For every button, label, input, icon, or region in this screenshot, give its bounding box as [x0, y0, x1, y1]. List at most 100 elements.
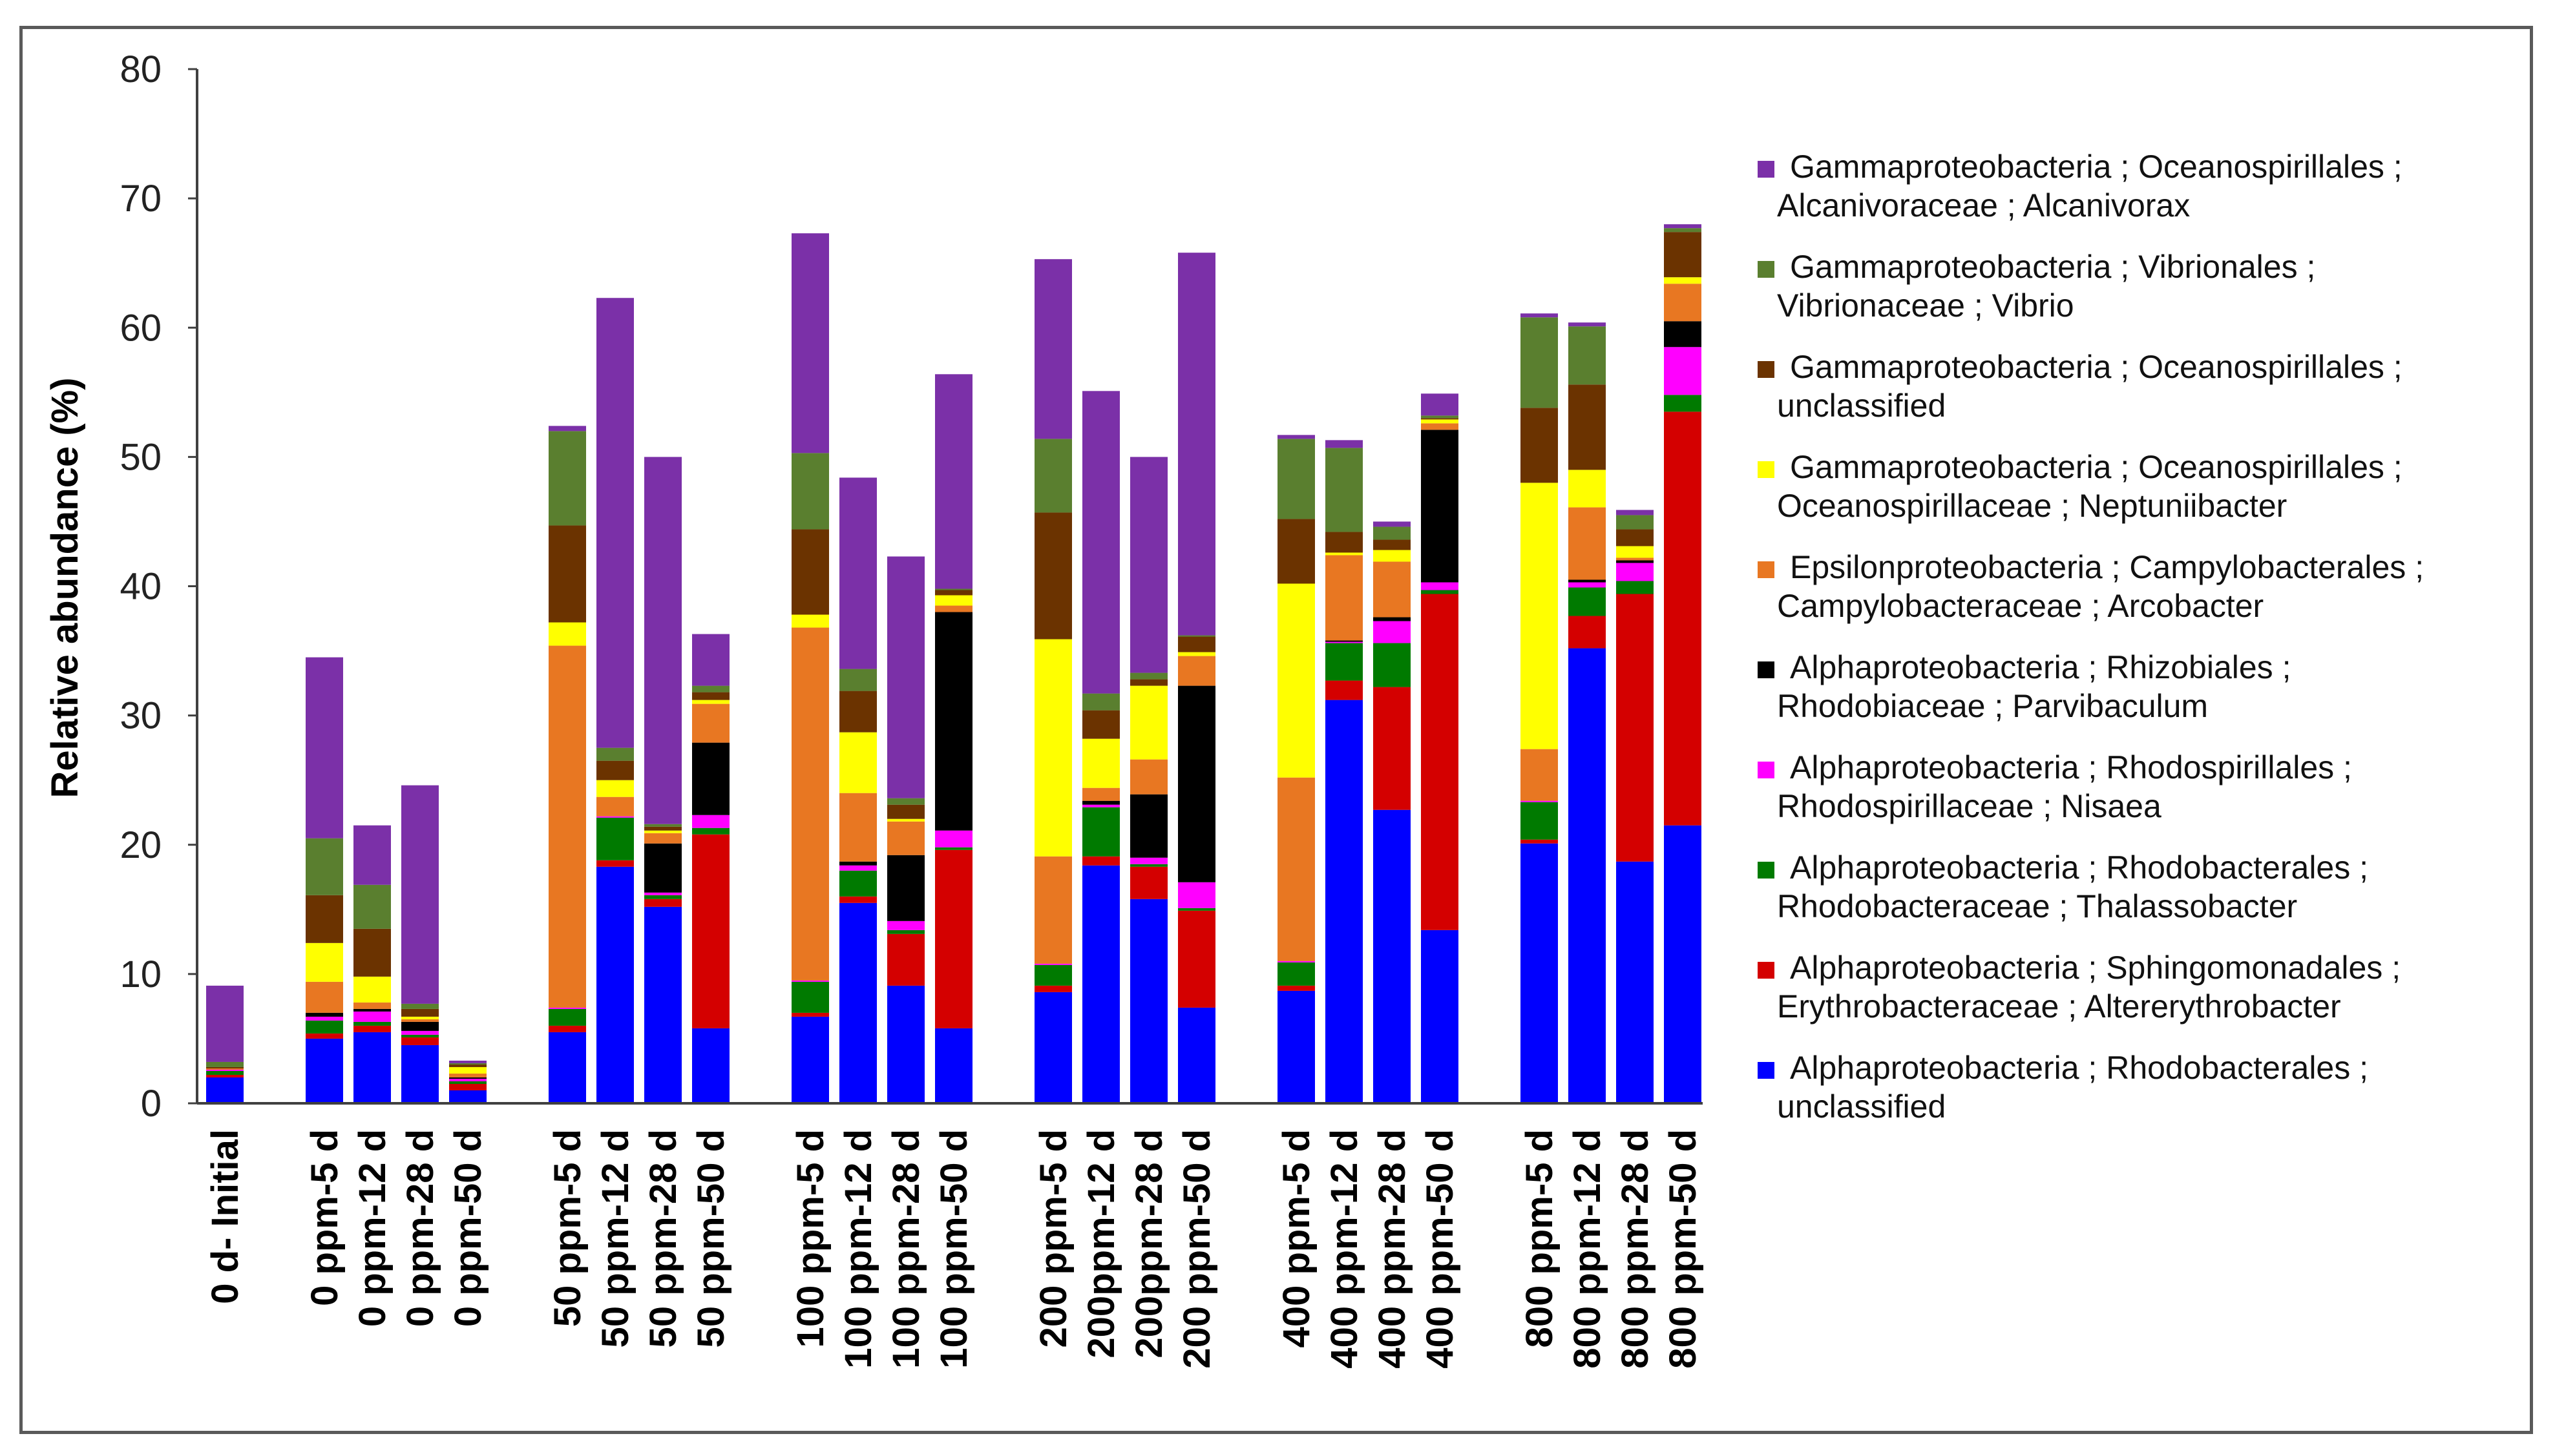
bar-segment — [1178, 908, 1215, 911]
bar-segment — [692, 685, 730, 692]
bar-segment — [792, 529, 829, 615]
legend-label: Alphaproteobacteria ; Rhodobacterales ; — [1790, 849, 2368, 886]
bar-segment — [792, 1012, 829, 1017]
x-tick-label: 0 d- Initial — [204, 1129, 246, 1304]
bar-segment — [887, 804, 925, 819]
x-tick-label: 0 ppm-50 d — [447, 1129, 489, 1327]
bar-segment — [401, 1003, 439, 1009]
bar-segment — [596, 817, 634, 860]
bar-segment — [206, 1066, 244, 1068]
bar-segment — [644, 895, 682, 899]
bar-segment — [353, 1025, 391, 1032]
legend-swatch — [1758, 161, 1774, 178]
bar-segment — [1373, 539, 1411, 550]
bar-segment — [839, 793, 877, 862]
bar-segment — [887, 855, 925, 921]
bar-segment — [1664, 825, 1701, 1103]
bar-segment — [1082, 807, 1120, 857]
bar-segment — [692, 815, 730, 828]
bar-segment — [1664, 411, 1701, 826]
bar-segment — [1278, 985, 1315, 991]
bar-segment — [1082, 800, 1120, 805]
bar-segment — [206, 1069, 244, 1071]
bar-segment — [596, 816, 634, 818]
bar-segment — [935, 847, 973, 850]
bar-segment — [1178, 652, 1215, 656]
bar-segment — [839, 732, 877, 793]
bar-segment — [644, 826, 682, 831]
bar-segment — [792, 981, 829, 1013]
bar-segment — [1664, 284, 1701, 322]
bar-segment — [935, 595, 973, 606]
bar-segment — [449, 1077, 487, 1079]
bar-segment — [1082, 865, 1120, 1103]
legend-swatch — [1758, 561, 1774, 578]
bar-segment — [1616, 861, 1654, 1103]
bar-segment — [306, 657, 343, 838]
x-tick-label: 200ppm-28 d — [1128, 1129, 1170, 1358]
bar-segment — [644, 833, 682, 844]
bar-segment — [1130, 864, 1168, 867]
bar-segment — [1325, 641, 1363, 643]
bar-segment — [1568, 384, 1606, 470]
bar-segment — [1616, 510, 1654, 515]
bar-segment — [935, 849, 973, 1028]
bar-segment — [1520, 749, 1558, 801]
bar-segment — [1035, 992, 1072, 1103]
bar-segment — [353, 1008, 391, 1012]
bar-segment — [353, 884, 391, 929]
y-axis-label: Relative abundance (%) — [44, 377, 86, 798]
bar-segment — [449, 1081, 487, 1084]
bar-segment — [353, 976, 391, 1003]
bar-segment — [887, 985, 925, 1103]
bar-segment — [1035, 512, 1072, 640]
bar-segment — [449, 1063, 487, 1065]
x-tick-label: 400 ppm-28 d — [1371, 1129, 1413, 1369]
bar-segment — [1616, 563, 1654, 581]
bar-segment — [839, 902, 877, 1103]
bar-segment — [401, 1019, 439, 1022]
y-tick-label: 50 — [120, 436, 162, 478]
legend-label: Gammaproteobacteria ; Vibrionales ; — [1790, 249, 2315, 285]
bar-segment — [935, 588, 973, 590]
legend-label: Gammaproteobacteria ; Oceanospirillales … — [1790, 149, 2403, 185]
y-tick-label: 0 — [141, 1083, 162, 1125]
bar-segment — [1568, 322, 1606, 327]
bar-segment — [1664, 224, 1701, 229]
bar-segment — [1664, 228, 1701, 233]
bar-segment — [1568, 579, 1606, 583]
bar-segment — [1325, 440, 1363, 448]
bar-segment — [1325, 555, 1363, 641]
bar-segment — [839, 669, 877, 691]
bar-segment — [839, 861, 877, 866]
legend: Gammaproteobacteria ; Oceanospirillales … — [1758, 149, 2424, 1125]
bar-segment — [1421, 930, 1458, 1103]
bar-segment — [887, 933, 925, 986]
bar-segment — [1325, 448, 1363, 532]
bar-segment — [1568, 470, 1606, 508]
bar-segment — [353, 1011, 391, 1022]
bar-segment — [353, 1002, 391, 1009]
bar-segment — [1082, 391, 1120, 694]
bar-segment — [1178, 253, 1215, 636]
bar-segment — [1616, 529, 1654, 546]
bar-segment — [306, 1020, 343, 1034]
bar-segment — [1130, 857, 1168, 864]
bar-segment — [1421, 590, 1458, 594]
bar-segment — [887, 920, 925, 930]
x-tick-label: 800 ppm-5 d — [1519, 1129, 1561, 1347]
legend-label: Campylobacteraceae ; Arcobacter — [1777, 588, 2264, 624]
legend-label: Rhodobiaceae ; Parvibaculum — [1777, 688, 2208, 724]
legend-swatch — [1758, 862, 1774, 879]
bar-segment — [792, 233, 829, 453]
bar-segment — [1520, 839, 1558, 844]
y-tick-label: 80 — [120, 48, 162, 90]
bar-segment — [1616, 594, 1654, 862]
bar-segment — [692, 827, 730, 835]
bar-segment — [549, 1032, 586, 1103]
bar-segment — [1616, 546, 1654, 558]
bar-segment — [1520, 483, 1558, 749]
y-axis-ticks: 0 10 20 30 40 50 60 70 80 — [120, 48, 197, 1125]
bar-segment — [1325, 680, 1363, 700]
bar-segment — [1373, 621, 1411, 643]
